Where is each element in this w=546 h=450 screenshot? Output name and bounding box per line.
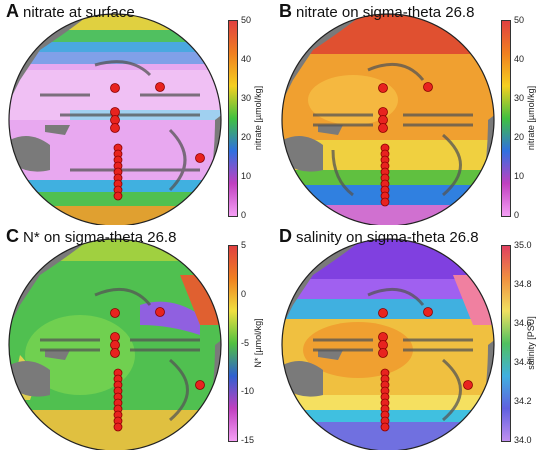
colorbar-tick: 10	[514, 171, 525, 181]
map-globe-c	[8, 238, 222, 450]
colorbar-tick: 34.0	[514, 435, 532, 445]
panel-title-text: nitrate on sigma-theta 26.8	[296, 4, 475, 21]
colorbar	[228, 20, 238, 217]
colorbar-tick: -15	[241, 435, 255, 445]
colorbar-tick: -5	[241, 337, 250, 348]
colorbar-tick: 34.4	[514, 357, 532, 367]
station-markers	[110, 82, 205, 201]
colorbar-label: nitrate [µmol/kg]	[526, 85, 536, 151]
colorbar-tick: 20	[514, 132, 525, 142]
colorbar-label: nitrate [µmol/kg]	[253, 85, 263, 151]
colorbar-tick: 5	[241, 240, 247, 250]
colorbar-tick: -10	[241, 386, 255, 397]
map-globe-b	[281, 13, 495, 225]
colorbar-label: N* [µmol/kg]	[253, 318, 263, 368]
colorbar-tick: 34.6	[514, 318, 532, 328]
colorbar	[228, 245, 238, 442]
colorbar	[501, 245, 511, 442]
colorbar-tick: 0	[241, 210, 247, 220]
map-globe-d	[281, 238, 495, 450]
colorbar-tick: 10	[241, 171, 252, 181]
colorbar-tick: 20	[241, 132, 252, 142]
map-globe-a	[8, 13, 222, 225]
colorbar-tick: 50	[241, 15, 252, 25]
colorbar-tick: 35.0	[514, 240, 532, 250]
panel-c: C N* on sigma-theta 26.8 5 0 -5 -10 -15 N* [µ…	[0, 225, 273, 450]
colorbar-tick: 34.2	[514, 396, 532, 406]
panel-letter: B	[279, 1, 292, 21]
panel-title-text: nitrate at surface	[23, 4, 135, 21]
panel-letter: A	[6, 1, 19, 21]
panel-title-text: N* on sigma-theta 26.8	[23, 229, 177, 246]
panel-letter: C	[6, 226, 19, 246]
colorbar-tick: 40	[241, 54, 252, 64]
colorbar-tick: 30	[241, 93, 252, 103]
colorbar-tick: 34.8	[514, 279, 532, 289]
colorbar-tick: 0	[514, 210, 520, 220]
colorbar-tick: 40	[514, 54, 525, 64]
colorbar-label: salinity [PSU]	[526, 316, 536, 370]
colorbar	[501, 20, 511, 217]
colorbar-tick: 30	[514, 93, 525, 103]
colorbar-tick: 50	[514, 15, 525, 25]
panel-title: C N* on sigma-theta 26.8	[6, 226, 176, 247]
colorbar-tick: 0	[241, 288, 247, 299]
panel-letter: D	[279, 226, 292, 246]
panel-title-text: salinity on sigma-theta 26.8	[296, 229, 479, 246]
